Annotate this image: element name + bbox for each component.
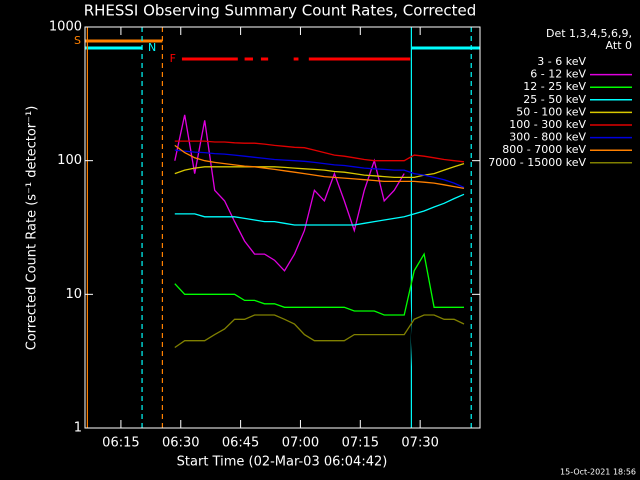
- x-tick-label: 07:30: [401, 436, 438, 451]
- series-line: [174, 149, 465, 189]
- timestamp: 15-Oct-2021 18:56: [560, 468, 636, 477]
- series-line: [174, 314, 465, 349]
- legend-label: 300 - 800 keV: [509, 131, 586, 144]
- legend-label: 100 - 300 keV: [509, 118, 586, 131]
- series-line: [174, 125, 435, 418]
- x-tick-label: 07:15: [342, 436, 379, 451]
- legend-label: 25 - 50 keV: [523, 93, 586, 106]
- legend-label: 50 - 100 keV: [516, 105, 586, 118]
- legend-label: 3 - 6 keV: [537, 55, 586, 68]
- y-tick-label: 1000: [49, 20, 82, 35]
- plot-frame: [84, 26, 481, 429]
- y-tick-label: 10: [65, 287, 82, 302]
- legend-label: 800 - 7000 keV: [502, 143, 586, 156]
- flag-label: S: [74, 34, 81, 47]
- x-axis-label: Start Time (02-Mar-03 06:04:42): [177, 455, 388, 470]
- chart-title: RHESSI Observing Summary Count Rates, Co…: [84, 2, 477, 20]
- flag-label: F: [170, 52, 176, 65]
- y-axis-label: Corrected Count Rate (s⁻¹ detector⁻¹): [25, 106, 40, 351]
- y-tick-label: 1: [74, 421, 82, 436]
- y-tick-label: 100: [57, 153, 82, 168]
- legend-title: Det 1,3,4,5,6,9,: [546, 27, 632, 40]
- series-line: [174, 140, 465, 163]
- x-tick-label: 07:00: [282, 436, 319, 451]
- series-line: [174, 114, 405, 272]
- x-tick-label: 06:30: [162, 436, 199, 451]
- x-tick-label: 06:15: [102, 436, 139, 451]
- x-tick-label: 06:45: [222, 436, 259, 451]
- legend-label: 6 - 12 keV: [530, 68, 586, 81]
- legend-subtitle: Att 0: [606, 39, 632, 52]
- legend-label: 7000 - 15000 keV: [488, 156, 586, 169]
- series-line: [174, 252, 464, 316]
- legend-label: 12 - 25 keV: [523, 80, 586, 93]
- series-line: [174, 193, 465, 226]
- series-line: [174, 162, 465, 179]
- flag-label: N: [148, 41, 156, 54]
- series-line: [174, 144, 465, 190]
